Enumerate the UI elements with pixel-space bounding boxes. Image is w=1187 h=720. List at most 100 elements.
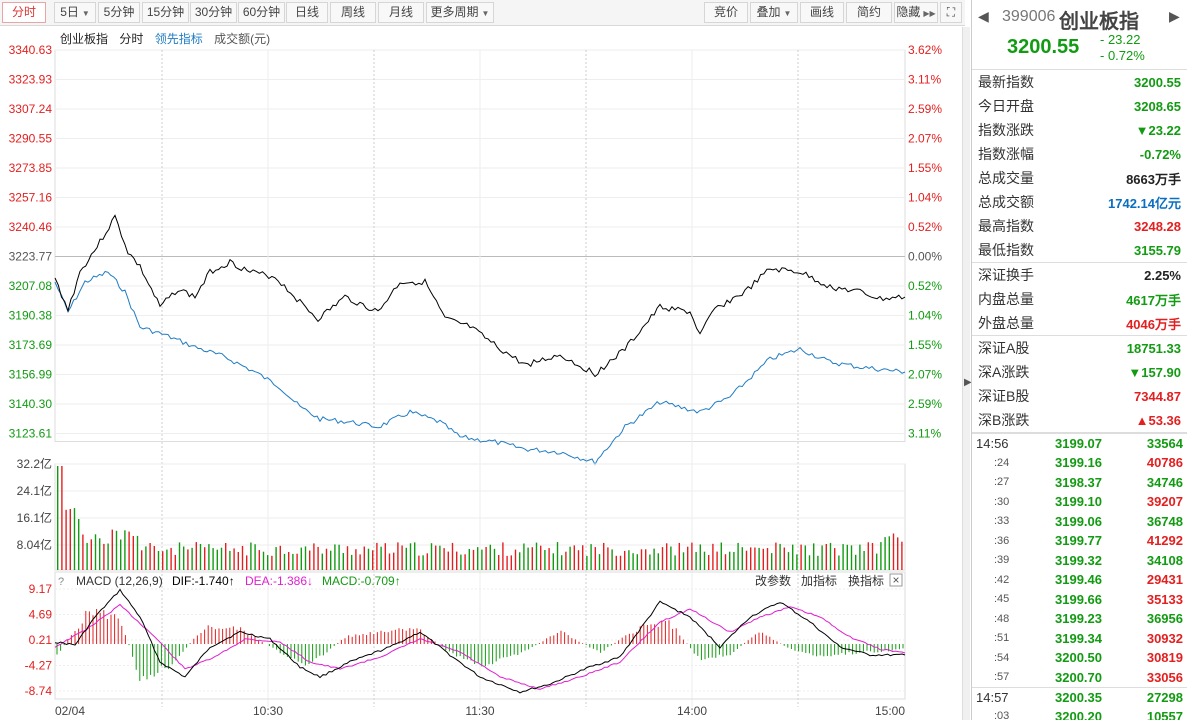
volume-bar: [871, 543, 874, 570]
volume-stat-row: 外盘总量 4046万手: [972, 311, 1187, 335]
volume-bar: [187, 549, 189, 570]
tick-price: 3199.23: [1055, 611, 1102, 627]
price-tick-label: 3257.16: [9, 191, 53, 205]
tick-time: 14:57: [976, 689, 1009, 705]
volume-bar: [880, 542, 882, 570]
volume-bar: [737, 542, 739, 570]
volume-bar: [409, 543, 412, 570]
prev-stock-icon[interactable]: ◀: [978, 8, 989, 24]
volume-bar: [888, 536, 890, 570]
volume-bar: [510, 555, 512, 570]
volume-bar: [334, 544, 336, 570]
volume-bar: [855, 554, 857, 570]
tick-volume: 39207: [1146, 494, 1183, 510]
volume-bar: [292, 553, 294, 570]
more-periods-dropdown[interactable]: 更多周期 ▼: [426, 2, 494, 23]
volume-bar: [842, 544, 844, 570]
volume-bar: [733, 552, 735, 570]
panel-splitter[interactable]: ▶: [962, 27, 972, 720]
volume-bar: [250, 542, 252, 570]
volume-bar: [863, 551, 865, 570]
volume-bar: [787, 552, 790, 570]
tick-row: :03 3200.20 10557: [972, 707, 1187, 720]
volume-bar: [666, 543, 668, 570]
tick-time: 14:56: [976, 436, 1009, 451]
tick-row: :39 3199.32 34108: [972, 551, 1187, 571]
volume-bar: [720, 542, 722, 570]
volume-bar: [741, 547, 743, 570]
volume-stat-row: 深证换手 2.25%: [972, 263, 1187, 287]
volume-bar: [86, 542, 88, 570]
volume-bar: [271, 555, 273, 570]
stat-label: 最高指数: [978, 218, 1034, 234]
collapse-arrow-icon[interactable]: ▶: [964, 377, 972, 388]
price-tick-label: 3307.24: [9, 102, 53, 116]
tick-volume: 36956: [1146, 611, 1183, 627]
chart-canvas[interactable]: 3340.63 3.62% 3323.93 3.11% 3307.24 2.59% 3290…: [0, 27, 965, 720]
caret-down-icon: ▼: [81, 9, 90, 18]
intraday-chart[interactable]: 3340.63 3.62% 3323.93 3.11% 3307.24 2.59% 3290…: [0, 27, 965, 720]
draw-line-button[interactable]: 画线: [800, 2, 844, 23]
tick-time: :03: [994, 710, 1010, 720]
change-params-button[interactable]: 改参数: [755, 573, 791, 588]
macd-dif-label: DIF:-1.740↑: [172, 574, 235, 588]
volume-bar: [817, 555, 819, 570]
macd-tick-label: 9.17: [29, 582, 53, 596]
volume-bar: [472, 549, 475, 570]
volume-bar: [846, 544, 848, 570]
tab-5day[interactable]: 5日 ▼: [54, 2, 96, 23]
market-stat-row: 深A涨跌 ▼157.90: [972, 360, 1187, 384]
stat-value: 1742.14亿元: [1108, 195, 1181, 211]
tab-15min[interactable]: 15分钟: [142, 2, 189, 23]
tick-row: :24 3199.16 40786: [972, 453, 1187, 473]
tick-time: :24: [994, 456, 1010, 469]
tab-daily[interactable]: 日线: [286, 2, 328, 23]
switch-indicator-button[interactable]: 换指标: [848, 573, 884, 588]
tab-60min[interactable]: 60分钟: [238, 2, 285, 23]
volume-bar: [384, 543, 386, 570]
fullscreen-button[interactable]: ⛶: [940, 2, 962, 23]
tab-monthly[interactable]: 月线: [378, 2, 424, 23]
legend-index-name: 创业板指: [60, 32, 109, 46]
volume-bar: [317, 546, 319, 570]
volume-bar: [485, 547, 487, 570]
tick-volume: 34108: [1146, 552, 1183, 568]
legend-leading-indicator[interactable]: 领先指标: [154, 32, 203, 46]
tick-price: 3199.06: [1055, 513, 1102, 529]
tab-30min[interactable]: 30分钟: [190, 2, 237, 23]
tick-price: 3200.50: [1055, 650, 1102, 666]
volume-bar: [451, 542, 454, 570]
simple-mode-button[interactable]: 简约: [846, 2, 892, 23]
close-indicator-button[interactable]: [889, 573, 903, 587]
next-stock-icon[interactable]: ▶: [1169, 8, 1180, 24]
macd-dea-label: DEA:-1.386↓: [245, 574, 313, 588]
volume-bar: [645, 549, 647, 570]
tab-intraday[interactable]: 分时: [2, 2, 46, 23]
volume-bar: [661, 547, 664, 570]
percent-tick-label: 1.55%: [908, 338, 942, 352]
stat-value: 4046万手: [1126, 316, 1181, 332]
tab-5min[interactable]: 5分钟: [98, 2, 140, 23]
stat-label: 最低指数: [978, 242, 1034, 258]
index-stat-row: 指数涨幅 -0.72%: [972, 142, 1187, 166]
volume-bar: [204, 547, 206, 570]
volume-bar: [69, 509, 71, 570]
volume-bar: [166, 549, 168, 570]
volume-bar: [325, 548, 328, 570]
volume-bar: [430, 543, 433, 570]
macd-tick-label: -8.74: [25, 684, 53, 698]
add-indicator-button[interactable]: 加指标: [801, 573, 837, 588]
price-tick-label: 3240.46: [9, 220, 53, 234]
volume-bar: [649, 554, 651, 570]
tab-weekly[interactable]: 周线: [330, 2, 376, 23]
overlay-dropdown[interactable]: 叠加 ▼: [750, 2, 798, 23]
tick-list[interactable]: 14:56 3199.07 33564:24 3199.16 40786:27 3198.…: [972, 433, 1187, 720]
tick-volume: 27298: [1146, 689, 1183, 705]
volume-bar: [699, 544, 701, 570]
tick-volume: 34746: [1146, 474, 1183, 490]
volume-bar: [283, 553, 286, 570]
volume-bar: [233, 548, 235, 570]
hide-button[interactable]: 隐藏 ▶▶: [894, 2, 938, 23]
auction-button[interactable]: 竞价: [704, 2, 748, 23]
